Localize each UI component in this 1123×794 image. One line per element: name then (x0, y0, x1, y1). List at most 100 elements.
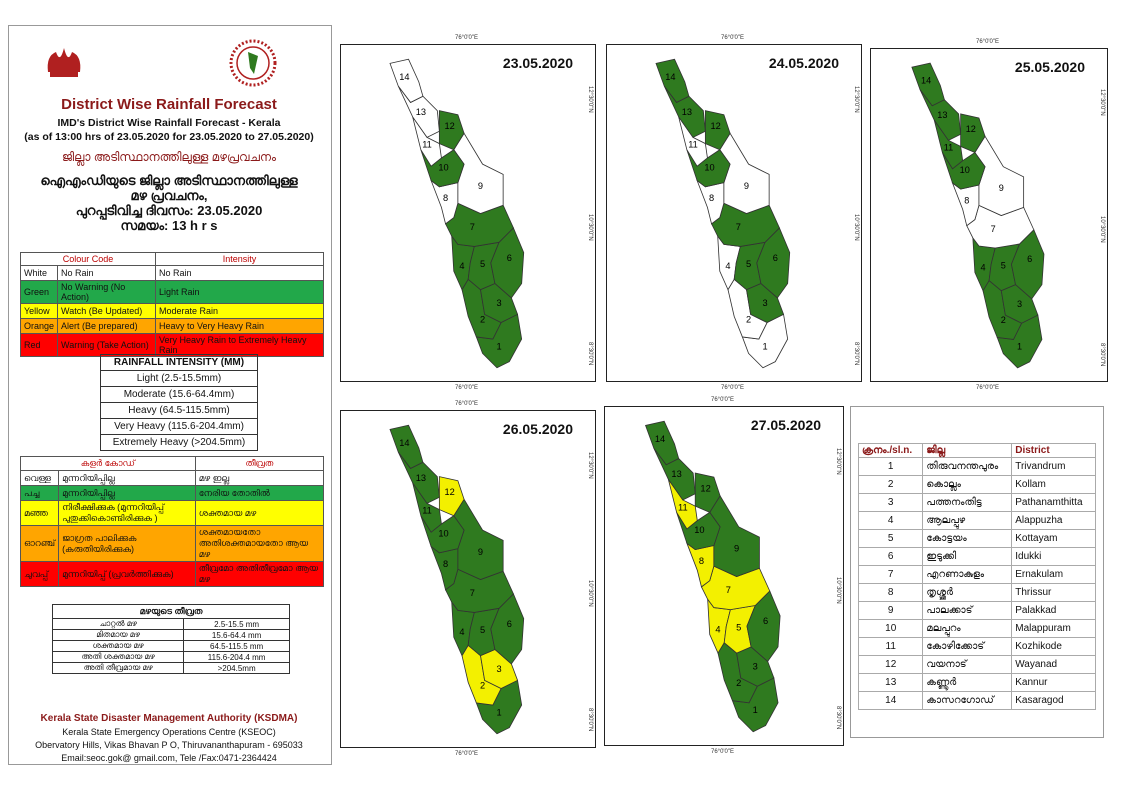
intensity-header: Intensity (154, 252, 325, 266)
district-number-label: 6 (763, 616, 768, 626)
rainfall-intensity-table: RAINFALL INTENSITY (MM) Light (2.5-15.5m… (100, 354, 258, 451)
district-number-label: 10 (694, 525, 704, 535)
malayalam-colour-code-table: കളർ കോഡ് തീവ്രത വെള്ള മുന്നറിയിപ്പില്ല മഴ ഇ… (19, 456, 325, 587)
mal-intensity-label: അതി ശക്തമായ മഴ (51, 651, 185, 663)
mal-line: ഐഎംഡിയുടെ ജില്ലാ അടിസ്ഥാനത്തിലുള്ള (40, 173, 298, 188)
map-date: 25.05.2020 (1014, 59, 1085, 75)
forecast-map: 24.05.2020 1 2 3 4 5 6 7 8 9 10 11 12 13 14 76°0'0"E 76°… (606, 35, 862, 391)
district-number-label: 12 (966, 124, 976, 134)
district-number-label: 11 (944, 142, 953, 152)
district-name-mal: തിരുവനന്തപുരം (922, 457, 1013, 476)
district-name-mal: കോട്ടയം (922, 529, 1013, 548)
colour-intensity: Moderate Rain (154, 303, 325, 319)
district-shape-6 (490, 593, 525, 665)
district-number-label: 1 (1017, 342, 1022, 352)
district-name-en: Alappuzha (1011, 511, 1096, 530)
forecast-map: 27.05.2020 1 2 3 4 5 6 7 8 9 10 11 12 13 14 76°0'0"E 76°… (604, 397, 844, 755)
mal-intensity-row: അതി ശക്തമായ മഴ 115.6-204.4 mm (51, 651, 290, 663)
district-number-label: 10 (704, 162, 714, 172)
district-name-mal: ഇടുക്കി (922, 547, 1013, 566)
district-name-mal: പാലക്കാട് (922, 601, 1013, 620)
colour-intensity: No Rain (154, 265, 325, 281)
longitude-tick: 76°0'0"E (455, 401, 479, 407)
district-name-en: Pathanamthitta (1011, 493, 1096, 512)
district-number-label: 12 (711, 121, 721, 131)
district-name-mal: കാസറഗോഡ് (922, 691, 1013, 710)
district-table-header: ജില്ല (922, 443, 1013, 458)
district-name-mal: കോഴിക്കോട് (922, 637, 1013, 656)
mal-intensity-row: ചാറ്റൽ മഴ 2.5-15.5 mm (51, 618, 290, 630)
district-name-mal: കണ്ണൂർ (922, 673, 1013, 692)
district-row: 1 തിരുവനന്തപുരം Trivandrum (857, 457, 1096, 476)
colour-code-row: Yellow Watch (Be Updated) Moderate Rain (19, 303, 325, 319)
district-number-label: 3 (496, 298, 501, 308)
district-number-label: 4 (459, 261, 464, 271)
colour-code-row: Orange Alert (Be prepared) Heavy to Very H… (19, 318, 325, 334)
colour-code: Alert (Be prepared) (57, 318, 156, 334)
district-number-label: 8 (699, 556, 704, 566)
mal-intensity-header: തീവ്രത (194, 456, 325, 471)
district-shape-6 (490, 227, 525, 299)
mal-code-row: വെള്ള മുന്നറിയിപ്പില്ല മഴ ഇല്ല (19, 470, 325, 486)
district-number: 14 (857, 691, 924, 710)
latitude-tick: 8°30'0"N (835, 706, 841, 730)
district-name-mal: പത്തനംതിട്ട (922, 493, 1013, 512)
district-shape-14 (655, 58, 690, 103)
longitude-tick: 76°0'0"E (455, 385, 479, 391)
mal-colour-name: ഓറഞ്ച് (19, 525, 60, 562)
district-number-label: 2 (736, 678, 741, 688)
footer-contact: Email:seoc.gok@ gmail.com, Tele /Fax:047… (61, 753, 277, 763)
district-list-panel (850, 406, 1104, 738)
district-number-label: 12 (445, 487, 455, 497)
district-number-label: 8 (443, 193, 448, 203)
colour-code-header: Colour Code (20, 252, 156, 266)
colour-code: No Warning (No Action) (57, 280, 156, 304)
district-number: 4 (857, 511, 924, 530)
district-number-label: 1 (753, 705, 758, 715)
mal-code-row: മഞ്ഞ നിരീക്ഷിക്കുക (മുന്നറിയിപ്പ് പുതുക്ക… (19, 500, 325, 526)
district-number: 7 (857, 565, 924, 584)
colour-code: Watch (Be Updated) (57, 303, 156, 319)
district-number-label: 7 (470, 222, 475, 232)
district-number-label: 7 (470, 588, 475, 598)
district-name-en: Palakkad (1011, 601, 1096, 620)
district-name-mal: കൊല്ലം (922, 475, 1013, 494)
district-number-label: 10 (438, 528, 448, 538)
mal-intensity-label: മിതമായ മഴ (51, 629, 185, 641)
district-number-label: 6 (1027, 254, 1032, 264)
colour-intensity: Very Heavy Rain to Extremely Heavy Rain (154, 333, 325, 357)
mal-colour-code: മുന്നറിയിപ്പില്ല (58, 470, 196, 486)
district-number-label: 4 (725, 261, 730, 271)
district-table: ക്രനം./sl.n. ജില്ല District 1 തിരുവനന്തപുരം… (857, 443, 1096, 710)
district-number-label: 2 (480, 681, 485, 691)
district-row: 13 കണ്ണൂർ Kannur (857, 673, 1096, 692)
malayalam-intensity-table: മഴയുടെ തീവ്രത ചാറ്റൽ മഴ 2.5-15.5 mm മിതമായ… (51, 604, 290, 674)
mal-intensity-value: 2.5-15.5 mm (183, 618, 290, 630)
colour-code-row: Red Warning (Take Action) Very Heavy Rain … (19, 333, 325, 357)
district-number-label: 4 (459, 627, 464, 637)
mal-intensity-label: അതി തീവ്രമായ മഴ (51, 662, 185, 674)
mal-code-row: ചുവപ്പ് മുന്നറിയിപ്പ് (പ്രവർത്തിക്കുക) തീവ… (19, 561, 325, 587)
district-number-label: 7 (736, 222, 741, 232)
district-number-label: 11 (422, 506, 432, 516)
district-number: 3 (857, 493, 924, 512)
malayalam-title: ജില്ലാ അടിസ്ഥാനത്തിലുള്ള മഴപ്രവചനം (61, 150, 277, 164)
kerala-emblem-logo (47, 48, 81, 77)
subtitle: IMD's District Wise Rainfall Forecast - … (57, 117, 281, 129)
district-name-en: Kannur (1011, 673, 1096, 692)
district-shape-6 (1011, 229, 1045, 300)
district-name-mal: മലപ്പുറം (922, 619, 1013, 638)
mal-line: മഴ പ്രവചനം, (130, 188, 208, 203)
district-number-label: 12 (700, 484, 710, 494)
district-name-mal: തൃശ്ശൂർ (922, 583, 1013, 602)
mal-code-row: ഓറഞ്ച് ജാഗ്രത പാലിക്കുക (കരുതിയിരിക്കുക) ശ… (19, 525, 325, 562)
district-number-label: 5 (736, 622, 741, 632)
mal-intensity-title: മഴയുടെ തീവ്രത (52, 604, 290, 619)
mal-intensity-label: ചാറ്റൽ മഴ (51, 618, 185, 630)
map-date: 27.05.2020 (750, 417, 821, 433)
district-number-label: 11 (422, 140, 432, 150)
intensity-value: Light (2.5-15.5mm) (100, 370, 258, 387)
district-row: 4 ആലപ്പുഴ Alappuzha (857, 511, 1096, 530)
